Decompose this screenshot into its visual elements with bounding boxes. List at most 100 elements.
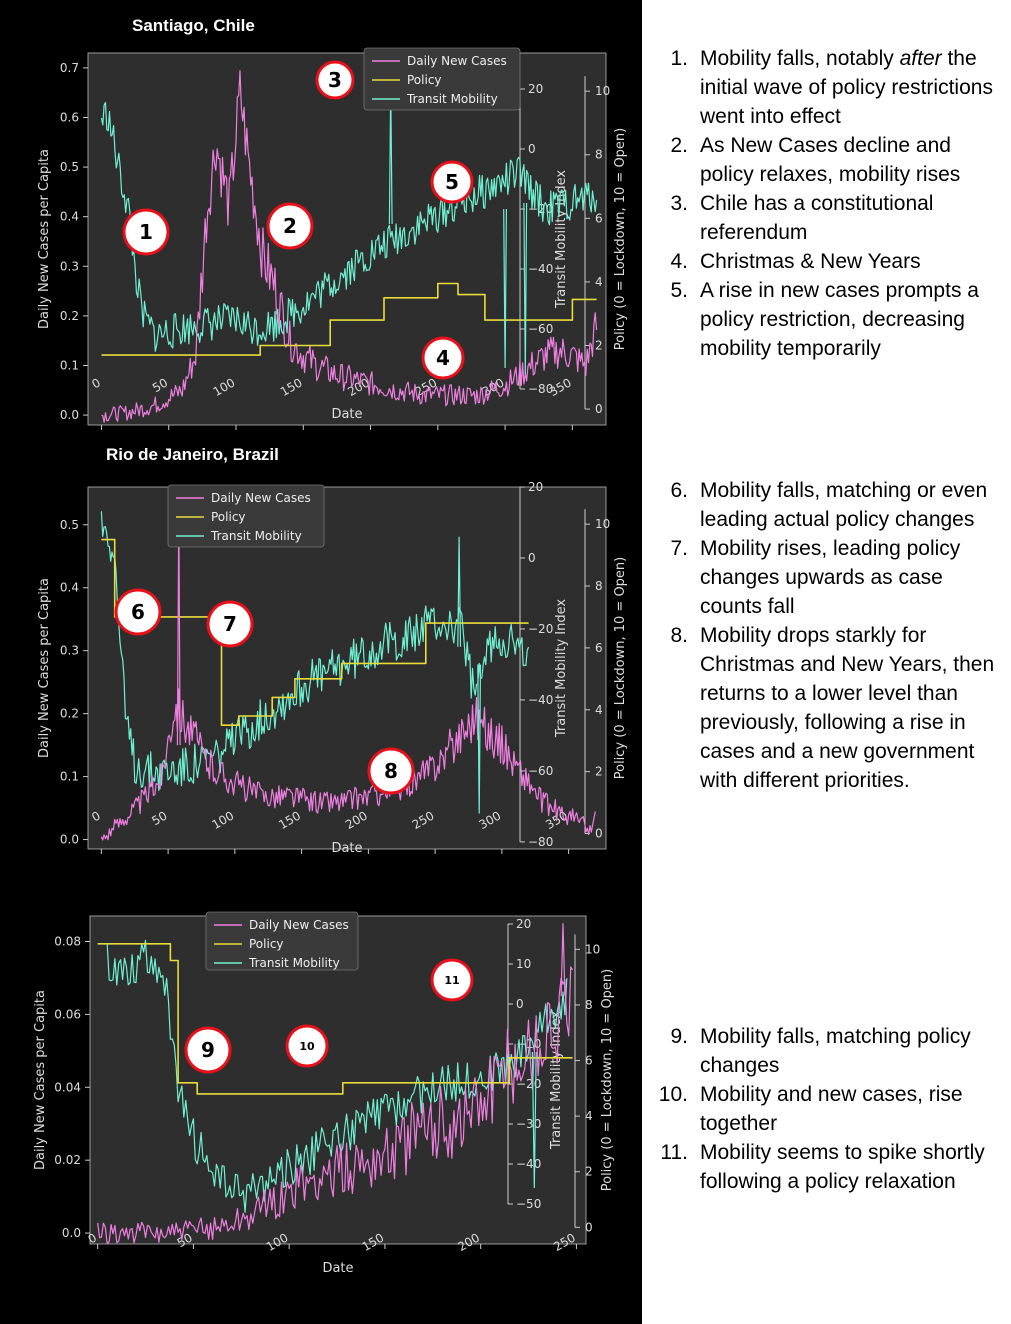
- policy-tick-label: 6: [585, 1054, 593, 1068]
- series-line-policy: [101, 538, 529, 726]
- note-item: 7. Mobility rises, leading policy changes…: [650, 534, 1005, 621]
- legend-label: Daily New Cases: [211, 491, 311, 505]
- mobility-tick-label: 0: [528, 142, 536, 156]
- y-axis-label: Daily New Cases per Capita: [37, 578, 52, 758]
- chart-third: 0.00.020.040.060.080 50 100 150 200 250DateDa…: [33, 911, 615, 1276]
- annotation-marker-label: 11: [444, 974, 459, 987]
- y-tick-label: 0.5: [60, 518, 79, 532]
- note-number: 8.: [670, 624, 688, 647]
- x-axis-label: Date: [331, 407, 362, 422]
- series-line-policy: [101, 282, 597, 356]
- mobility-tick-label: −40: [528, 262, 553, 276]
- policy-tick-label: 0: [585, 1220, 593, 1234]
- legend-box: [167, 484, 325, 548]
- legend-label: Transit Mobility: [406, 92, 498, 106]
- x-axis-label: Date: [322, 1261, 353, 1276]
- y-tick-label: 0.0: [60, 408, 79, 422]
- annotation-marker: [421, 336, 465, 380]
- annotation-marker: [184, 1026, 232, 1074]
- mobility-tick-label: −30: [516, 1117, 541, 1131]
- y-tick-label: 0.2: [60, 309, 79, 323]
- chart-rio: 0.00.10.20.30.40.50 50 100 150 200 250 300 350D…: [37, 480, 628, 856]
- policy-tick-label: 8: [595, 579, 603, 593]
- policy-tick-label: 0: [595, 827, 603, 841]
- legend-box: [363, 47, 521, 111]
- note-item: 2. As New Cases decline and policy relaxe…: [650, 131, 1005, 189]
- mobility-tick-label: 20: [516, 917, 531, 931]
- policy-tick-label: 2: [585, 1165, 593, 1179]
- panel-rio: Rio de Janeiro, Brazil 0.0 0.1 0.2 0.3 0.4 0.…: [0, 440, 642, 860]
- annotation-marker: [114, 588, 162, 636]
- annotation-marker-label: 9: [201, 1038, 215, 1062]
- y-tick-label: 0.5: [60, 160, 79, 174]
- series-line-daily-new-cases: [100, 688, 596, 841]
- y-tick-label: 0.06: [54, 1007, 81, 1021]
- mobility-tick-label: 0: [516, 997, 524, 1011]
- note-item: 6. Mobility falls, matching or even leadi…: [650, 476, 1005, 534]
- policy-axis-label: Policy (0 = Lockdown, 10 = Open): [613, 557, 628, 780]
- annotation-marker-label: 1: [139, 220, 153, 244]
- note-number: 7.: [670, 537, 688, 560]
- y-tick-label: 0.2: [60, 707, 79, 721]
- note-number: 3.: [670, 192, 688, 215]
- note-text: A rise in new cases prompts a policy res…: [700, 279, 979, 360]
- note-text: Mobility falls, notably: [700, 47, 900, 70]
- policy-tick-label: 10: [585, 942, 600, 956]
- y-tick-label: 0.7: [60, 61, 79, 75]
- policy-tick-label: 8: [585, 998, 593, 1012]
- y-tick-label: 0.3: [60, 259, 79, 273]
- series-spike: [560, 923, 566, 997]
- note-item: 5. A rise in new cases prompts a policy r…: [650, 276, 1005, 363]
- annotation-marker-label: 7: [223, 612, 237, 636]
- y-tick-label: 0.1: [60, 770, 79, 784]
- policy-tick-label: 4: [595, 703, 603, 717]
- annotation-marker-label: 8: [384, 759, 398, 783]
- x-axis-label: Date: [331, 841, 362, 856]
- y-tick-label: 0.0: [60, 833, 79, 847]
- note-number: 11.: [660, 1141, 688, 1164]
- y-tick-label: 0.1: [60, 358, 79, 372]
- panel-santiago: Santiago, Chile 0.0 0.1 0.2 0.3 0.4 0.5 0.6 0.7…: [0, 0, 642, 430]
- series-line-transit-mobility: [106, 939, 568, 1213]
- policy-tick-label: 2: [595, 339, 603, 353]
- annotation-marker: [367, 747, 415, 795]
- series-spike: [523, 202, 528, 375]
- note-number: 5.: [670, 279, 688, 302]
- mobility-axis-label: Transit Mobility Index: [549, 1011, 564, 1150]
- policy-tick-label: 4: [585, 1109, 593, 1123]
- x-tick-label: 50: [175, 1230, 195, 1250]
- policy-tick-label: 8: [595, 148, 603, 162]
- notes-list-2: 6. Mobility falls, matching or even leadi…: [650, 476, 1005, 795]
- policy-axis-label: Policy (0 = Lockdown, 10 = Open): [600, 969, 615, 1192]
- mobility-tick-label: −40: [516, 1157, 541, 1171]
- legend-label: Policy: [407, 73, 442, 87]
- mobility-tick-label: 20: [528, 82, 543, 96]
- city-label: Santiago, Chile: [132, 16, 255, 35]
- policy-tick-label: 6: [595, 211, 603, 225]
- series-spike: [503, 208, 507, 369]
- note-item: 10. Mobility and new cases, rise together: [650, 1080, 1005, 1138]
- policy-tick-label: 6: [595, 641, 603, 655]
- policy-tick-label: 2: [595, 765, 603, 779]
- policy-tick-label: 4: [595, 275, 603, 289]
- note-text: As New Cases decline and policy relaxes,…: [700, 134, 961, 186]
- annotation-marker: [122, 208, 170, 256]
- x-tick-label: 50: [149, 808, 169, 828]
- annotation-marker-label: 6: [131, 600, 145, 624]
- note-item: 1. Mobility falls, notably after the init…: [650, 44, 1005, 131]
- annotation-marker: [266, 202, 314, 250]
- series-spike: [477, 664, 482, 814]
- note-text: Mobility and new cases, rise together: [700, 1083, 963, 1135]
- series-line-transit-mobility: [100, 101, 598, 352]
- mobility-tick-label: −80: [528, 835, 553, 849]
- notes-list-3: 9. Mobility falls, matching policy change…: [650, 1022, 1005, 1196]
- note-text: Chile has a constitutional referendum: [700, 192, 934, 244]
- note-number: 2.: [670, 134, 688, 157]
- series-spike: [457, 536, 462, 647]
- y-tick-label: 0.6: [60, 110, 79, 124]
- series-spike: [531, 1051, 537, 1189]
- annotation-marker-label: 3: [328, 68, 342, 92]
- legend-label: Policy: [211, 510, 246, 524]
- legend-box: [205, 911, 359, 971]
- chart-santiago: 0.00.10.20.30.40.50.60.70 50 100 150 200 250 3…: [37, 47, 628, 430]
